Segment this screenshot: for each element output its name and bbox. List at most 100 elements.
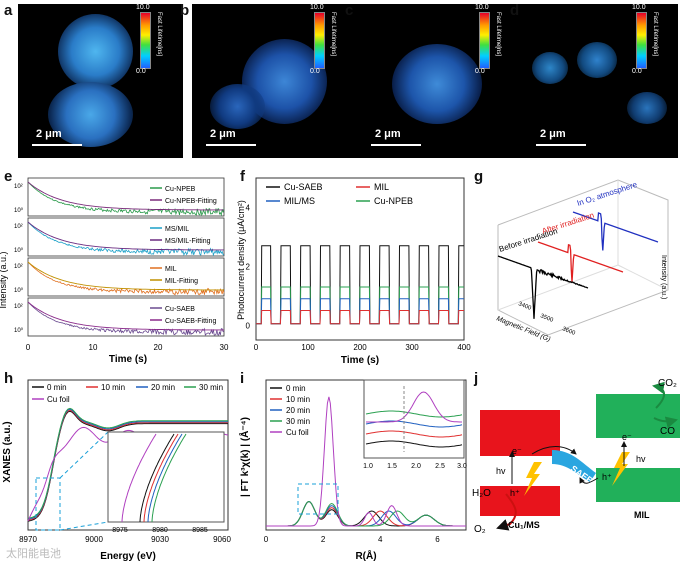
panel-label-f: f: [240, 168, 245, 185]
h-inset-series-Cu foil: [121, 433, 157, 523]
f-ylabel: Photocurrent density (μA/cm²): [236, 200, 246, 320]
mil-conduction-band: [596, 394, 680, 438]
i-legend-label: 20 min: [286, 406, 310, 415]
f-legend-label: MIL/MS: [284, 196, 315, 206]
e-series-1: [27, 221, 225, 257]
h-zoom-box: [35, 477, 61, 531]
colorbar-title: Fast Lifetime[ns]: [495, 12, 501, 57]
i-inset-series-30 min: [365, 410, 463, 418]
particle: [392, 44, 482, 124]
h-legend-label: 20 min: [151, 383, 175, 392]
particle: [627, 92, 667, 124]
f-legend-label: MIL: [374, 182, 389, 192]
cu1ms-conduction-band: [480, 410, 560, 456]
lightning-icon: [524, 462, 542, 496]
micrograph-d: 10.0 0.0 Fast Lifetime[ns] 2 μm: [522, 4, 678, 158]
micrograph-a: 10.0 0.0 Fast Lifetime[ns] 2 μm: [18, 4, 183, 158]
g-xtick: 3600: [561, 326, 576, 337]
colorbar-title: Fast Lifetime[ns]: [156, 12, 162, 57]
e-ytick: 10⁰: [14, 207, 24, 214]
i-inset-xtick: 2.5: [435, 463, 445, 470]
colorbar: [314, 12, 325, 69]
e-xtick: 30: [220, 343, 229, 352]
saeb-bridge: [552, 450, 596, 482]
e-legend-label: Cu-SAEB-Fitting: [165, 318, 216, 325]
cu1ms-valence-band: [480, 486, 560, 516]
e-subplot-frame: [27, 217, 225, 257]
g-grid: [617, 264, 669, 291]
e-legend-label: Cu-NPEB: [165, 186, 196, 193]
co-label: CO: [660, 426, 675, 437]
h2o-label: H₂O: [472, 488, 491, 499]
e-ytick: 10²: [14, 224, 23, 230]
mil-valence-band: [596, 468, 680, 502]
electron-label: e⁻: [622, 432, 632, 442]
scale-bar-label: 2 μm: [210, 128, 236, 140]
i-inset: [363, 379, 465, 459]
e-subplot-frame: [27, 177, 225, 217]
i-inset-series-20 min: [365, 420, 463, 428]
e-legend-label: MIL: [165, 266, 177, 273]
colorbar-max: 10.0: [632, 4, 646, 11]
i-ylabel: | FT k³χ(k) | (Å⁻⁴): [238, 417, 251, 497]
scale-bar-label: 2 μm: [540, 128, 566, 140]
hv-label-right: hv: [636, 454, 646, 464]
h-frame: [27, 379, 229, 531]
f-ytick: 4: [246, 203, 251, 212]
e-ytick: 10²: [14, 264, 23, 270]
h-inset-series-0 min: [139, 433, 175, 523]
water-oxidation-arrow: [496, 493, 517, 531]
f-series-MIL: [256, 310, 464, 325]
e-subplot-frame: [27, 257, 225, 297]
e-xlabel: Time (s): [109, 354, 147, 365]
e-fit-0: [27, 181, 224, 211]
g-series-after: [537, 241, 624, 283]
i-series-0 min: [266, 500, 466, 527]
h-inset-series-30 min: [151, 433, 187, 523]
hv-label-left: hv: [496, 466, 506, 476]
g-grid: [497, 264, 619, 311]
f-xtick: 300: [405, 343, 419, 352]
chart-e: Cu-NPEB Cu-NPEB-Fitting 10² 10⁰ MS/MIL MS/MIL…: [0, 177, 229, 365]
e-ylabel: Intensity (a.u.): [0, 251, 8, 308]
i-legend-label: 0 min: [286, 384, 306, 393]
colorbar-max: 10.0: [310, 4, 324, 11]
g-ylabel: Intensity (a.u.): [660, 255, 667, 299]
h-legend-label: 10 min: [101, 383, 125, 392]
electron-transfer-arrow: [531, 446, 577, 455]
e-legend-label: Cu-SAEB: [165, 306, 195, 313]
i-inset-series-10 min: [365, 430, 463, 438]
scale-bar: [536, 144, 586, 146]
e-subplot-frame: [27, 297, 225, 337]
e-xtick: 10: [89, 343, 98, 352]
i-series-30 min: [266, 500, 466, 527]
h-legend-label: Cu foil: [47, 395, 70, 404]
h-inset-series-10 min: [143, 433, 179, 523]
electron-label: e⁻: [512, 446, 522, 456]
colorbar-min: 0.0: [475, 68, 485, 75]
f-xtick: 200: [353, 343, 367, 352]
e-legend-label: MS/MIL-Fitting: [165, 238, 211, 245]
colorbar-title: Fast Lifetime[ns]: [330, 12, 336, 57]
i-xtick: 4: [378, 535, 383, 544]
h-inset: [107, 431, 225, 523]
h-ylabel: XANES (a.u.): [2, 421, 13, 482]
panel-label-e: e: [4, 168, 13, 185]
e-fit-3: [27, 301, 224, 331]
h-inset-xtick: 8975: [112, 527, 128, 534]
f-frame: [255, 177, 465, 341]
h-inset-series-20 min: [147, 433, 183, 523]
e-series-0: [27, 181, 225, 217]
f-ytick: 0: [246, 321, 251, 330]
panel-label-d: d: [510, 2, 520, 19]
mil-label: MIL: [634, 510, 650, 520]
h-xtick: 9060: [213, 535, 231, 544]
f-xtick: 0: [254, 343, 259, 352]
h-inset-xtick: 8985: [192, 527, 208, 534]
lightning-icon: [612, 452, 630, 486]
panel-label-a: a: [4, 2, 13, 19]
cu1ms-label: Cu₁/MS: [508, 520, 540, 530]
i-legend-label: Cu foil: [286, 428, 309, 437]
diagram-j: SAEB hv hv e⁻ e⁻ h⁺ h⁺ CO₂ CO H₂O O₂ Cu₁…: [472, 378, 680, 535]
colorbar-title: Fast Lifetime[ns]: [652, 12, 658, 57]
